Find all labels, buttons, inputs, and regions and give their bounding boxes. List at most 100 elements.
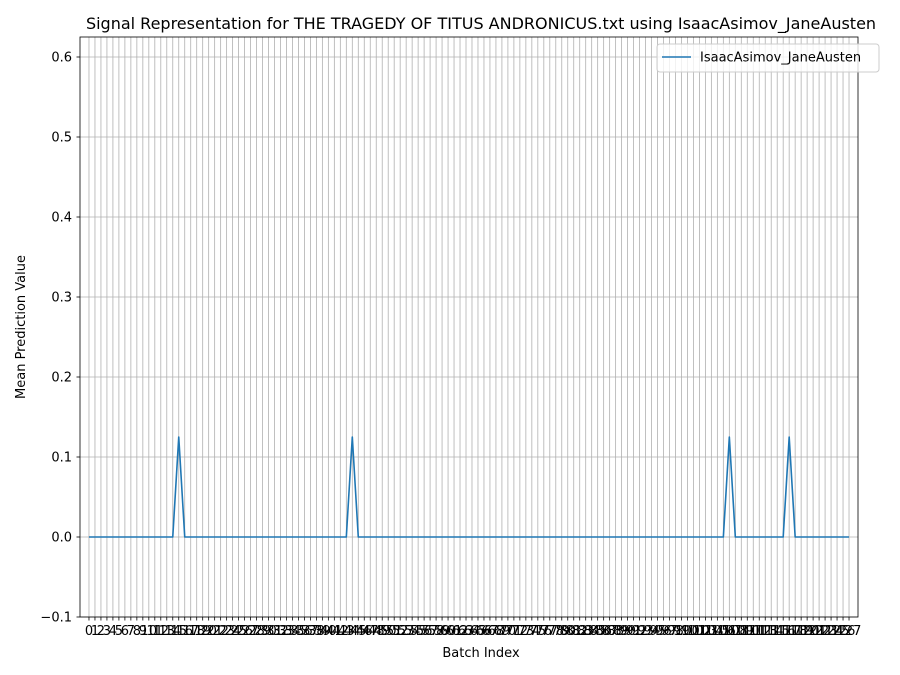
x-tick-label: 77	[542, 624, 559, 639]
x-tick-label: 99	[673, 624, 690, 639]
x-tick-label: 16	[176, 624, 193, 639]
x-tick-label: 22	[212, 624, 229, 639]
x-tick-label: 49	[374, 624, 391, 639]
x-tick-label: 35	[290, 624, 307, 639]
x-tick-label: 123	[813, 624, 838, 639]
x-tick-label: 46	[356, 624, 373, 639]
x-tick-label: 116	[771, 624, 796, 639]
y-axis-ticks: −0.1 0.0 0.1 0.2 0.3 0.4 0.5 0.6	[40, 51, 80, 626]
x-tick-label: 118	[783, 624, 808, 639]
x-tick-label: 9	[139, 624, 147, 639]
x-tick-label: 69	[494, 624, 511, 639]
x-tick-label: 2	[97, 624, 105, 639]
x-tick-label: 5	[115, 624, 123, 639]
x-tick-label: 88	[607, 624, 624, 639]
x-tick-label: 98	[667, 624, 684, 639]
x-tick-label: 102	[687, 624, 712, 639]
x-tick-label: 86	[595, 624, 612, 639]
x-tick-label: 93	[637, 624, 654, 639]
x-tick-label: 105	[705, 624, 730, 639]
x-tick-label: 12	[153, 624, 170, 639]
x-tick-label: 106	[711, 624, 736, 639]
x-tick-label: 41	[326, 624, 343, 639]
x-tick-label: 34	[284, 624, 301, 639]
x-tick-label: 38	[308, 624, 325, 639]
x-tick-label: 51	[386, 624, 403, 639]
y-tick-label: 0.5	[51, 131, 72, 146]
x-tick-label: 75	[530, 624, 547, 639]
x-tick-label: 50	[380, 624, 397, 639]
x-tick-label: 26	[236, 624, 253, 639]
x-tick-label: 15	[170, 624, 187, 639]
x-tick-label: 94	[643, 624, 660, 639]
x-tick-label: 63	[458, 624, 475, 639]
x-tick-label: 72	[512, 624, 529, 639]
y-axis-label: Mean Prediction Value	[14, 255, 29, 399]
x-tick-label: 18	[188, 624, 205, 639]
x-tick-label: 57	[422, 624, 439, 639]
x-tick-label: 6	[121, 624, 129, 639]
x-tick-label: 79	[553, 624, 570, 639]
x-tick-label: 112	[747, 624, 772, 639]
x-tick-label: 29	[254, 624, 271, 639]
x-tick-label: 119	[789, 624, 814, 639]
x-tick-label: 109	[729, 624, 754, 639]
x-tick-label: 115	[765, 624, 790, 639]
y-tick-label: 0.2	[51, 371, 72, 386]
x-tick-label: 45	[350, 624, 367, 639]
x-tick-label: 1	[91, 624, 99, 639]
x-tick-label: 54	[404, 624, 421, 639]
x-tick-label: 59	[434, 624, 451, 639]
x-tick-label: 68	[488, 624, 505, 639]
x-tick-label: 20	[200, 624, 217, 639]
x-tick-label: 53	[398, 624, 415, 639]
grid-lines	[80, 37, 858, 618]
x-tick-label: 48	[368, 624, 385, 639]
x-tick-label: 67	[482, 624, 499, 639]
x-tick-label: 81	[565, 624, 582, 639]
x-tick-label: 127	[837, 624, 862, 639]
x-tick-label: 97	[661, 624, 678, 639]
x-tick-label: 27	[242, 624, 259, 639]
x-tick-label: 37	[302, 624, 319, 639]
x-tick-label: 74	[524, 624, 541, 639]
x-tick-label: 110	[735, 624, 760, 639]
x-tick-label: 0	[85, 624, 93, 639]
x-tick-label: 111	[741, 624, 766, 639]
x-tick-label: 17	[182, 624, 199, 639]
legend-entry: IsaacAsimov_JaneAusten	[700, 51, 861, 66]
x-tick-label: 84	[583, 624, 600, 639]
x-tick-label: 90	[619, 624, 636, 639]
x-tick-label: 91	[625, 624, 642, 639]
y-tick-label: 0.1	[51, 451, 72, 466]
x-axis-ticks: 0123456789101112131415161718192021222324…	[85, 617, 862, 639]
x-tick-label: 58	[428, 624, 445, 639]
x-tick-label: 80	[559, 624, 576, 639]
x-tick-label: 78	[548, 624, 565, 639]
x-tick-label: 13	[159, 624, 176, 639]
x-tick-label: 71	[506, 624, 523, 639]
x-tick-label: 11	[147, 624, 164, 639]
x-tick-label: 3	[103, 624, 111, 639]
x-tick-label: 62	[452, 624, 469, 639]
x-tick-label: 55	[410, 624, 427, 639]
x-tick-label: 104	[699, 624, 724, 639]
x-tick-label: 83	[577, 624, 594, 639]
x-tick-label: 65	[470, 624, 487, 639]
x-tick-label: 39	[314, 624, 331, 639]
x-axis-label: Batch Index	[442, 646, 520, 661]
x-tick-label: 100	[675, 624, 700, 639]
x-tick-label: 61	[446, 624, 463, 639]
x-tick-label: 117	[777, 624, 802, 639]
x-tick-label: 122	[807, 624, 832, 639]
x-tick-label: 10	[141, 624, 158, 639]
plot-frame	[79, 36, 859, 618]
x-tick-label: 125	[825, 624, 850, 639]
x-tick-label: 31	[266, 624, 283, 639]
x-tick-label: 82	[571, 624, 588, 639]
x-tick-label: 113	[753, 624, 778, 639]
x-tick-label: 92	[631, 624, 648, 639]
series-layer	[88, 436, 850, 538]
x-tick-label: 14	[164, 624, 181, 639]
x-tick-label: 101	[681, 624, 706, 639]
